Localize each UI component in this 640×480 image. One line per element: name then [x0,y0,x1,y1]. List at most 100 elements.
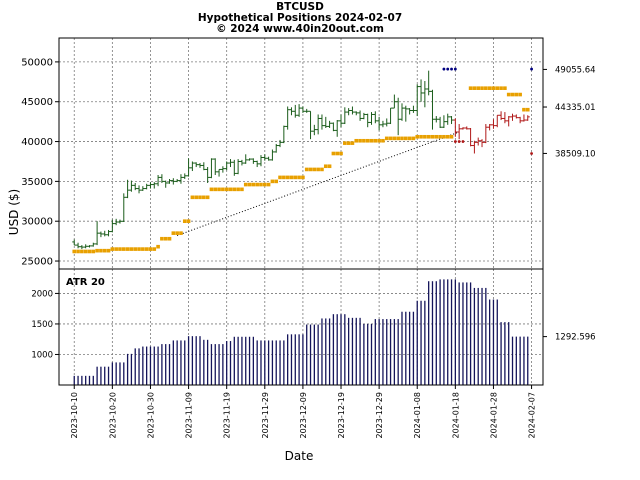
ohlc-bar [396,97,401,136]
stop-marker [320,167,324,172]
ohlc-bar [163,180,168,188]
stop-marker [487,86,492,90]
stop-marker [202,195,206,200]
stop-marker [293,175,298,180]
atr-y-tick-label: 1000 [31,350,53,360]
stop-marker [144,247,149,251]
ohlc-bar [411,105,416,113]
stop-marker [468,86,473,90]
stop-marker [213,187,218,192]
atr-y-tick-label: 1500 [31,320,53,330]
ohlc-bar [525,115,530,121]
stop-marker [270,179,275,184]
stop-marker [407,136,412,141]
ohlc-bar [373,111,378,124]
stop-marker [430,134,435,139]
ohlc-bar [91,242,96,247]
ohlc-bar [213,158,218,176]
stop-marker [95,248,99,253]
stop-marker [87,249,92,254]
ohlc-bar [323,116,328,129]
ohlc-bar [445,113,450,125]
stop-marker [129,247,134,251]
ohlc-bar [281,125,286,144]
ohlc-bar [380,120,385,128]
ohlc-bar [312,124,317,136]
ohlc-bar [384,118,389,127]
ohlc-bar [499,111,504,121]
chart-title-line-1: BTCUSD [276,1,324,13]
ohlc-bar [266,156,271,161]
stop-marker [343,141,347,145]
ohlc-bar [441,115,446,129]
stop-marker [221,187,225,192]
ohlc-bar [224,161,229,171]
atr-panel-label: ATR 20 [66,277,105,288]
ohlc-bar [319,114,324,130]
ohlc-bar [232,159,237,176]
entry-marker [530,67,533,71]
ohlc-bar [350,106,355,115]
ohlc-bar [483,124,488,144]
ohlc-bar [258,155,263,167]
stop-marker [190,195,195,200]
ohlc-bar [377,116,382,131]
ohlc-bar [289,107,294,116]
stop-marker [327,164,332,169]
price-y-tick-label: 25000 [21,257,53,268]
ohlc-bar [228,159,233,168]
entry-marker [453,67,457,71]
ohlc-bar [137,185,142,194]
ohlc-bar [354,111,359,116]
entry-marker [446,67,450,71]
ohlc-bar [308,110,313,140]
date-axis-title: Date [285,449,314,463]
date-tick-label: 2023-11-19 [223,392,232,439]
stop-marker [99,248,103,253]
stop-marker [243,182,248,187]
stop-marker [72,249,77,254]
stop-marker [495,86,500,90]
stop-marker [236,187,240,192]
stop-marker [247,182,252,187]
stop-marker [217,187,221,192]
date-tick-label: 2023-11-09 [185,392,194,439]
stop-marker [381,138,385,143]
ohlc-bar [472,140,477,154]
date-tick-label: 2023-12-29 [375,392,384,439]
stop-marker [194,195,198,200]
stop-marker [121,247,126,251]
date-tick-label: 2024-01-08 [413,392,422,439]
stop-marker [506,92,511,97]
stop-marker [354,138,359,143]
ohlc-bar [506,116,511,127]
ohlc-bar [457,124,462,140]
date-tick-label: 2024-02-07 [528,392,537,439]
stop-marker [198,195,202,200]
stop-marker [102,248,107,253]
ohlc-bar [114,218,119,226]
ohlc-bar [453,118,458,137]
stop-marker [167,236,172,241]
ohlc-bar [304,108,309,113]
stop-marker [205,195,210,200]
stop-marker [404,136,408,141]
ohlc-bar [159,174,164,183]
ohlc-bar [514,114,519,119]
stop-marker [251,182,256,187]
ohlc-bar [487,124,492,131]
ohlc-bar [361,112,366,120]
stop-marker [232,187,237,192]
stop-marker [335,151,340,156]
ohlc-bar [297,104,302,117]
stop-marker [240,187,244,192]
ohlc-bar [182,173,187,179]
ohlc-bar [518,116,523,124]
ohlc-bar [209,158,214,179]
stop-marker [346,141,351,145]
stop-marker [442,134,446,139]
exit-marker [453,140,457,143]
ohlc-bar [438,116,443,129]
ohlc-bar [335,120,340,137]
